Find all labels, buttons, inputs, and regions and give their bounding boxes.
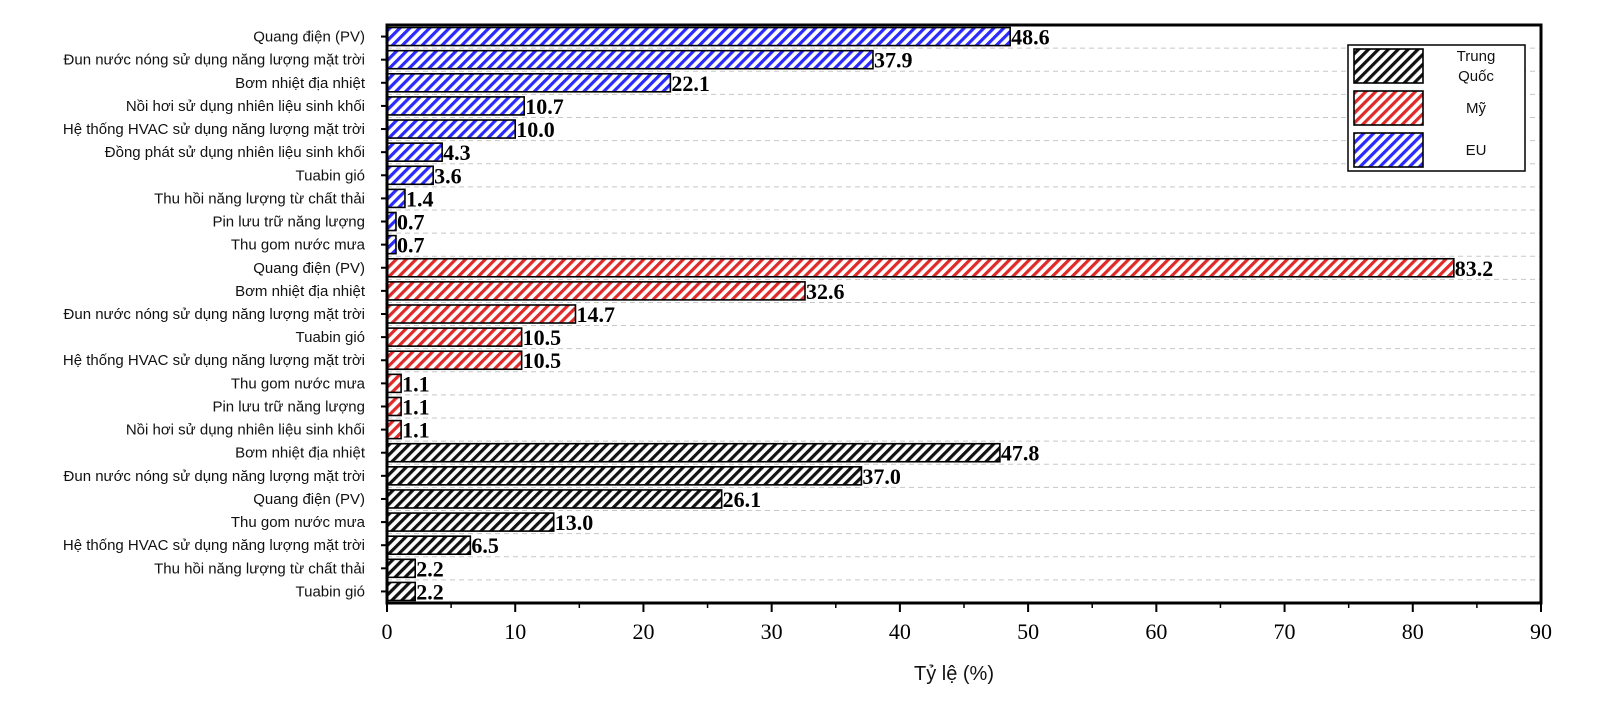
bar	[386, 581, 417, 602]
category-label: Thu hồi năng lượng từ chất thải	[154, 560, 365, 577]
category-label: Bơm nhiệt địa nhiệt	[235, 283, 366, 300]
x-tick-label: 0	[382, 619, 393, 644]
legend-swatch	[1353, 132, 1424, 168]
value-label: 1.1	[402, 418, 430, 443]
x-tick-label: 30	[761, 619, 783, 644]
category-label: Pin lưu trữ năng lượng	[212, 214, 365, 231]
category-label: Thu gom nước mưa	[231, 237, 366, 254]
bar	[386, 350, 523, 371]
value-label: 3.6	[434, 163, 462, 188]
legend-label: Mỹ	[1466, 100, 1486, 117]
bar	[386, 466, 863, 486]
value-label: 83.2	[1455, 256, 1494, 281]
bar	[386, 142, 443, 162]
legend-label: EU	[1466, 142, 1487, 159]
value-label: 10.0	[516, 117, 555, 142]
x-tick-label: 50	[1017, 619, 1039, 644]
category-label: Đun nước nóng sử dụng năng lượng mặt trờ…	[64, 468, 365, 485]
legend: Trung Quốc Mỹ EU	[1347, 44, 1526, 172]
bar	[386, 442, 1001, 463]
value-labels: 48.637.922.110.710.04.33.61.40.70.783.23…	[397, 25, 1493, 605]
bar	[386, 26, 1011, 47]
bar	[386, 304, 577, 324]
x-tick-label: 10	[504, 619, 526, 644]
value-label: 47.8	[1001, 441, 1040, 466]
y-axis-labels: Quang điện (PV) Đun nước nóng sử dụng năn…	[63, 29, 387, 600]
bar	[386, 327, 523, 347]
category-label: Tuabin gió	[296, 583, 366, 600]
category-label: Nồi hơi sử dụng nhiên liệu sinh khối	[126, 422, 365, 439]
bar	[386, 165, 434, 186]
value-label: 37.0	[862, 464, 901, 489]
value-label: 37.9	[874, 48, 913, 73]
value-label: 0.7	[397, 233, 425, 258]
value-label: 2.2	[416, 579, 444, 604]
value-label: 6.5	[471, 533, 499, 558]
x-tick-label: 80	[1402, 619, 1424, 644]
value-label: 0.7	[397, 210, 425, 235]
value-label: 48.6	[1011, 25, 1049, 50]
x-axis-title: Tỷ lệ (%)	[914, 663, 994, 685]
category-label: Quang điện (PV)	[253, 260, 365, 277]
category-label: Đồng phát sử dụng nhiên liệu sinh khối	[105, 144, 365, 161]
category-label: Bơm nhiệt địa nhiệt	[235, 445, 366, 462]
value-label: 10.5	[523, 348, 562, 373]
bar	[386, 281, 806, 301]
category-label: Đun nước nóng sử dụng năng lượng mặt trờ…	[64, 306, 365, 323]
legend-label: Quốc	[1458, 68, 1494, 85]
category-label: Hệ thống HVAC sử dụng năng lượng mặt trờ…	[63, 121, 365, 138]
value-label: 10.7	[525, 94, 564, 119]
category-label: Quang điện (PV)	[253, 29, 365, 46]
category-label: Hệ thống HVAC sử dụng năng lượng mặt trờ…	[63, 352, 365, 369]
category-label: Quang điện (PV)	[253, 491, 365, 508]
bar	[386, 489, 723, 509]
bar	[386, 373, 402, 394]
x-axis: 0 10 20 30 40 50 60 70 80 90	[382, 603, 1552, 644]
grid-lines	[387, 47, 1541, 581]
category-label: Đun nước nóng sử dụng năng lượng mặt trờ…	[64, 52, 365, 69]
x-tick-label: 20	[632, 619, 654, 644]
x-tick-label: 90	[1530, 619, 1552, 644]
bar	[386, 257, 1455, 278]
category-label: Nồi hơi sử dụng nhiên liệu sinh khối	[126, 98, 365, 115]
value-label: 1.4	[406, 186, 434, 211]
value-label: 1.1	[402, 371, 430, 396]
value-label: 2.2	[416, 556, 444, 581]
value-label: 26.1	[723, 487, 762, 512]
category-label: Thu gom nước mưa	[231, 514, 366, 531]
category-label: Pin lưu trữ năng lượng	[212, 398, 365, 415]
category-label: Thu gom nước mưa	[231, 375, 366, 392]
value-label: 32.6	[806, 279, 845, 304]
x-tick-label: 70	[1274, 619, 1296, 644]
bar	[386, 96, 525, 116]
legend-swatch	[1353, 90, 1424, 126]
bar	[386, 72, 672, 93]
value-label: 4.3	[443, 140, 471, 165]
bar	[386, 419, 402, 440]
bar	[386, 512, 555, 532]
bar	[386, 535, 472, 556]
value-label: 22.1	[671, 71, 710, 96]
value-label: 14.7	[576, 302, 615, 327]
bar	[386, 49, 874, 70]
bars-group	[386, 26, 1455, 602]
x-tick-label: 40	[889, 619, 911, 644]
legend-label: Trung	[1457, 48, 1496, 65]
value-label: 13.0	[555, 510, 594, 535]
value-label: 10.5	[523, 325, 562, 350]
legend-swatch	[1353, 48, 1424, 84]
category-label: Bơm nhiệt địa nhiệt	[235, 75, 366, 92]
category-label: Tuabin gió	[296, 329, 366, 346]
bar	[386, 188, 406, 209]
category-label: Thu hồi năng lượng từ chất thải	[154, 190, 365, 207]
bar	[386, 396, 402, 417]
category-label: Tuabin gió	[296, 167, 366, 184]
bar	[386, 558, 417, 579]
category-label: Hệ thống HVAC sử dụng năng lượng mặt trờ…	[63, 537, 365, 554]
x-tick-label: 60	[1145, 619, 1167, 644]
bar	[386, 119, 517, 139]
value-label: 1.1	[402, 394, 430, 419]
